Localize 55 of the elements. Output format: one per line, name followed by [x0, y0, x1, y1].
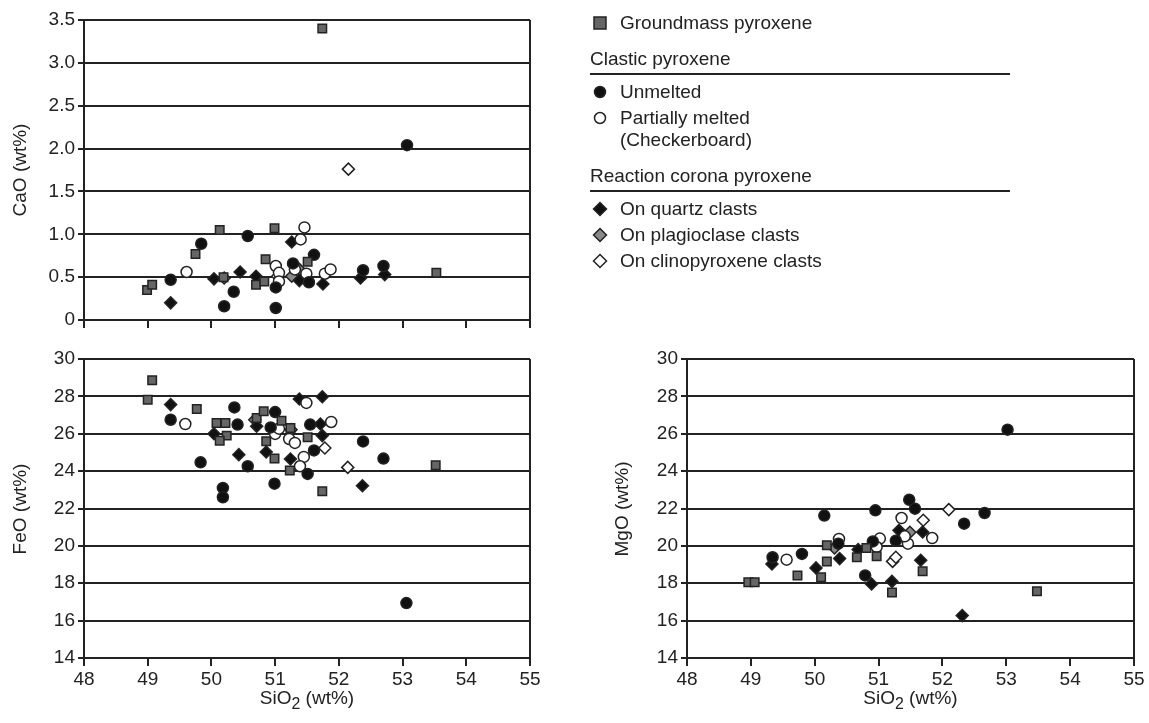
y-tick-label: 26 [656, 421, 678, 443]
y-tick-label: 2.0 [48, 136, 75, 158]
x-tick-label: 52 [328, 667, 350, 689]
y-tick-label: 0.5 [48, 265, 75, 287]
x-tick-label: 49 [137, 667, 159, 689]
x-tick-label: 49 [740, 667, 762, 689]
x-axis-title: SiO$_{2}$ (wt%) [259, 687, 355, 713]
x-tick-label: 53 [995, 667, 1017, 689]
x-tick-label: 55 [1123, 667, 1145, 689]
x-tick-label: 48 [73, 667, 95, 689]
y-tick-label: 30 [53, 347, 75, 369]
y-tick-label: 28 [656, 384, 678, 406]
y-tick-label: 18 [53, 571, 75, 593]
y-tick-label: 2.5 [48, 93, 75, 115]
x-tick-label: 53 [392, 667, 414, 689]
x-tick-label: 54 [1059, 667, 1082, 689]
y-tick-label: 1.0 [48, 222, 75, 244]
x-tick-label: 48 [676, 667, 698, 689]
y-tick-label: 0 [64, 308, 75, 330]
y-tick-label: 3.0 [48, 51, 75, 73]
legend-label: Unmelted [620, 81, 702, 103]
x-tick-label: 54 [455, 667, 478, 689]
y-tick-label: 24 [53, 459, 76, 481]
x-tick-label: 50 [200, 667, 222, 689]
legend-label: Partially melted (Checkerboard) [620, 107, 753, 151]
y-tick-label: 22 [656, 496, 678, 518]
y-tick-label: 18 [656, 571, 678, 593]
y-tick-label: 14 [53, 646, 76, 668]
y-tick-label: 30 [656, 347, 678, 369]
x-axis-title: SiO$_{2}$ (wt%) [863, 687, 958, 713]
y-tick-label: 26 [53, 421, 75, 443]
y-tick-label: 24 [656, 459, 679, 481]
y-tick-label: 16 [53, 608, 75, 630]
y-tick-label: 3.5 [48, 8, 75, 30]
y-tick-label: 16 [656, 608, 678, 630]
y-tick-label: 1.5 [48, 179, 75, 201]
legend-label: On plagioclase clasts [620, 224, 800, 246]
x-tick-label: 55 [519, 667, 541, 689]
y-axis-title: CaO (wt%) [9, 123, 31, 217]
legend-label: Groundmass pyroxene [620, 12, 813, 34]
x-tick-label: 50 [804, 667, 826, 689]
y-axis-title: FeO (wt%) [9, 463, 31, 554]
legend-label: On clinopyroxene clasts [620, 250, 822, 272]
y-axis-title: MgO (wt%) [611, 461, 633, 556]
y-tick-label: 20 [53, 534, 75, 556]
x-tick-label: 51 [264, 667, 286, 689]
x-tick-label: 52 [931, 667, 953, 689]
y-tick-label: 14 [656, 646, 679, 668]
y-tick-label: 20 [656, 534, 678, 556]
legend-label: On quartz clasts [620, 198, 758, 220]
text: Clastic pyroxene [590, 48, 1010, 75]
text: Reaction corona pyroxene [590, 165, 1010, 192]
y-tick-label: 22 [53, 496, 75, 518]
y-tick-label: 28 [53, 384, 75, 406]
x-tick-label: 51 [868, 667, 890, 689]
